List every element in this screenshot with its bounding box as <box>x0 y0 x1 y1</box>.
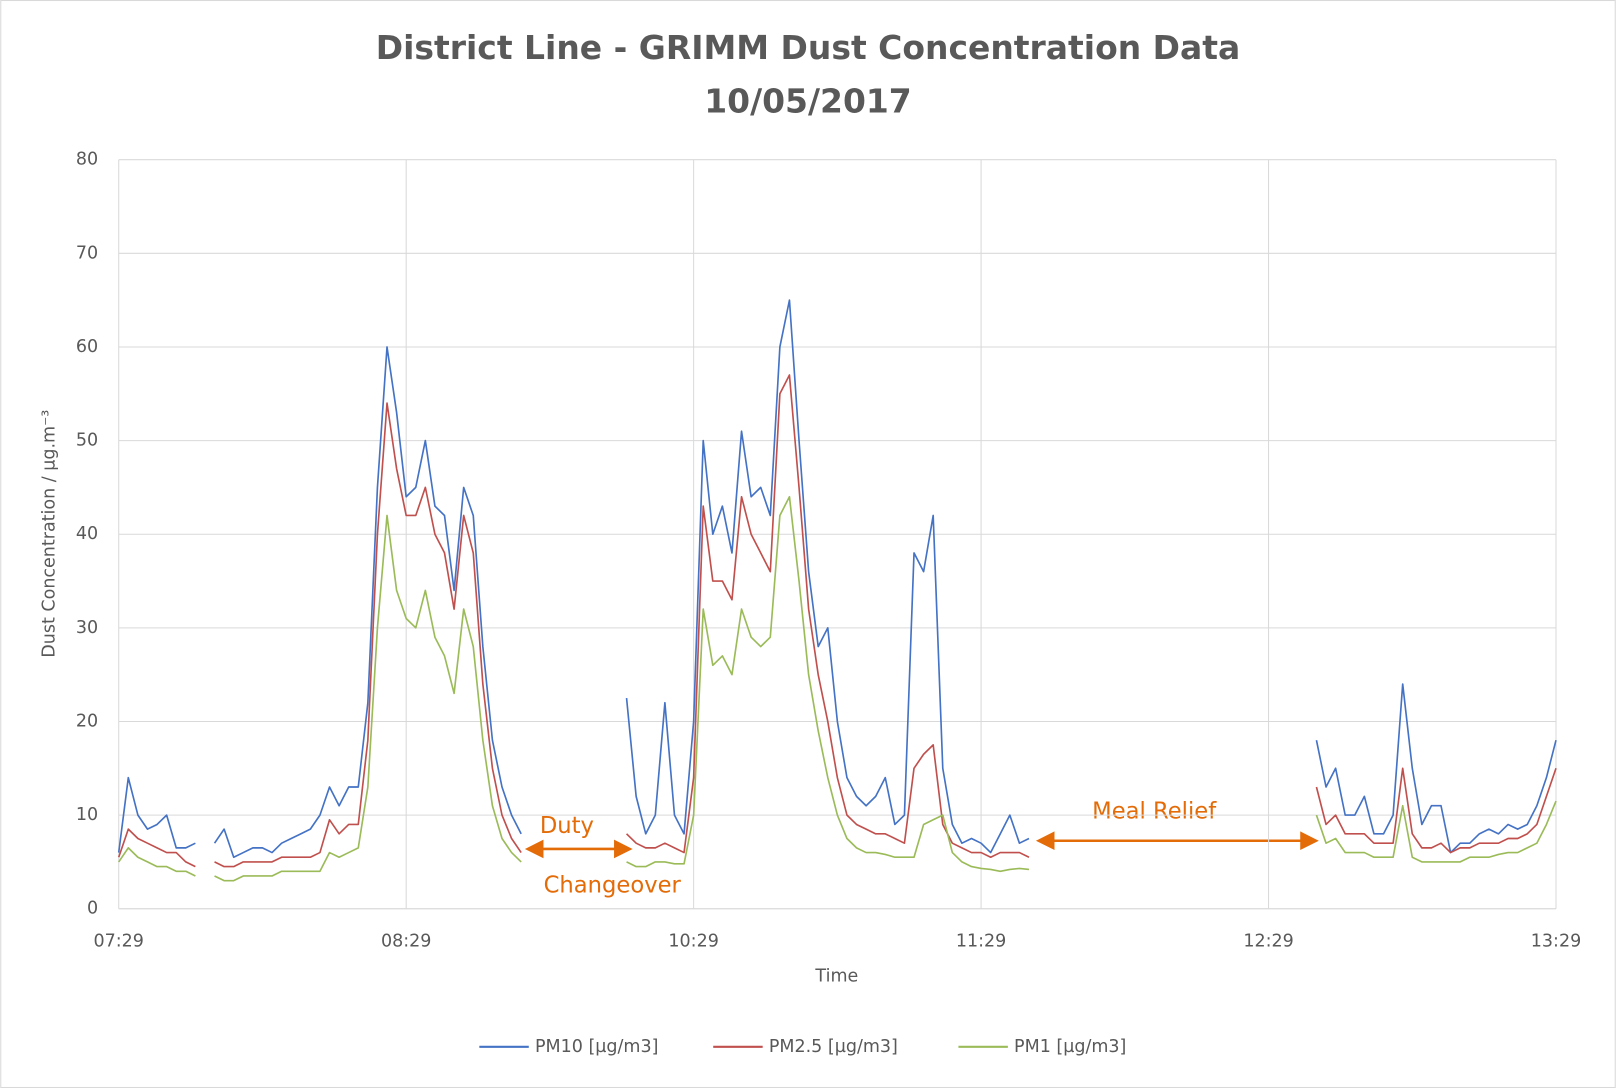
x-tick-label: 10:29 <box>668 932 718 952</box>
data-line <box>117 299 1557 859</box>
arrow-head <box>524 839 544 859</box>
legend-label: PM1 [µg/m3] <box>1014 1037 1126 1057</box>
y-tick-label: 30 <box>76 618 98 638</box>
y-tick-label: 80 <box>76 150 98 170</box>
arrow-head <box>1300 831 1319 851</box>
x-tick-label: 07:29 <box>94 932 144 952</box>
legend-label: PM2.5 [µg/m3] <box>769 1037 898 1057</box>
annotation: Changeover <box>544 873 682 899</box>
x-tick-label: 13:29 <box>1531 932 1581 952</box>
data-line <box>118 495 1557 882</box>
arrow-head <box>1035 831 1055 851</box>
x-axis-label: Time <box>814 967 858 987</box>
x-tick-label: 12:29 <box>1243 932 1293 952</box>
y-tick-label: 50 <box>76 431 98 451</box>
x-tick-label: 11:29 <box>956 932 1006 952</box>
y-tick-label: 60 <box>76 337 98 357</box>
annotation: Meal Relief <box>1092 798 1217 824</box>
x-tick-label: 08:29 <box>381 932 431 952</box>
y-tick-label: 10 <box>76 805 98 825</box>
y-tick-label: 40 <box>76 524 98 544</box>
y-tick-label: 0 <box>87 899 98 919</box>
annotation-arrows <box>524 831 1319 859</box>
legend-label: PM10 [µg/m3] <box>535 1037 658 1057</box>
arrow-head <box>614 839 633 859</box>
annotation: Duty <box>540 813 594 839</box>
y-tick-label: 70 <box>76 243 98 263</box>
chart-subtitle: 10/05/2017 <box>704 82 912 121</box>
chart-title: District Line - GRIMM Dust Concentration… <box>376 28 1241 67</box>
y-tick-label: 20 <box>76 711 98 731</box>
y-axis-label: Dust Concentration / µg.m⁻³ <box>40 410 60 658</box>
data-line <box>117 374 1557 868</box>
